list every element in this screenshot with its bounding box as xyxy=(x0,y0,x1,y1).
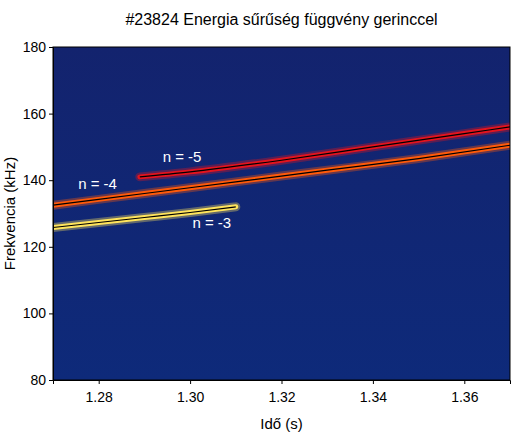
x-tick-label: 1.36 xyxy=(451,389,478,405)
annotation: n = -4 xyxy=(78,175,117,192)
ridge-glow xyxy=(53,145,510,205)
y-tick-label: 120 xyxy=(23,239,47,255)
x-tick-label: 1.30 xyxy=(177,389,204,405)
y-tick-mark xyxy=(49,313,53,314)
title: #23824 Energia sűrűség függvény gerincce… xyxy=(125,11,437,28)
y-tick: 140 xyxy=(23,172,53,188)
y-tick: 80 xyxy=(30,372,53,388)
ridge-band xyxy=(140,127,510,177)
y-axis-line xyxy=(49,48,54,381)
x-axis-line xyxy=(54,381,511,385)
ridge-glow xyxy=(140,127,510,177)
y-tick: 120 xyxy=(23,239,53,255)
x-tick-label: 1.32 xyxy=(268,389,295,405)
x-axis-title: Idő (s) xyxy=(260,415,303,432)
y-tick-mark xyxy=(49,180,53,181)
annotation: n = -3 xyxy=(192,214,231,231)
y-tick: 180 xyxy=(23,39,53,55)
x-tick-mark xyxy=(190,380,191,384)
ridge-line xyxy=(53,145,510,205)
x-tick-mark xyxy=(464,380,465,384)
y-tick-label: 160 xyxy=(23,106,47,122)
x-tick-mark xyxy=(282,380,283,384)
x-tick: 1.30 xyxy=(177,380,204,405)
annotation: n = -5 xyxy=(163,148,202,165)
y-tick-mark xyxy=(49,380,53,381)
x-tick: 1.32 xyxy=(268,380,295,405)
y-tick-label: 80 xyxy=(30,372,46,388)
x-tick-label: 1.28 xyxy=(86,389,113,405)
ridges xyxy=(53,127,510,228)
y-tick-mark xyxy=(49,247,53,248)
y-tick-mark xyxy=(49,114,53,115)
x-tick-label: 1.34 xyxy=(360,389,387,405)
y-tick: 100 xyxy=(23,305,53,321)
ridge-line xyxy=(140,127,510,177)
x-tick-mark xyxy=(99,380,100,384)
plot-background xyxy=(53,47,510,380)
chart: 1.28 1.30 1.32 1.34 1.36 80 100 120 140 160 180 n =… xyxy=(0,0,523,439)
ridge-band xyxy=(53,145,510,205)
x-tick-mark xyxy=(373,380,374,384)
x-axis: 1.28 1.30 1.32 1.34 1.36 xyxy=(54,380,511,405)
x-tick: 1.34 xyxy=(360,380,387,405)
plot-frame xyxy=(53,47,510,380)
y-tick: 160 xyxy=(23,106,53,122)
y-tick-mark xyxy=(49,47,53,48)
y-axis: 80 100 120 140 160 180 xyxy=(23,39,54,388)
y-axis-title: Frekvencia (kHz) xyxy=(1,157,18,270)
y-tick-label: 180 xyxy=(23,39,47,55)
y-tick-label: 100 xyxy=(23,305,47,321)
x-tick: 1.36 xyxy=(451,380,478,405)
plot-area: 1.28 1.30 1.32 1.34 1.36 80 100 120 140 160 180 n =… xyxy=(23,39,511,405)
x-tick: 1.28 xyxy=(86,380,113,405)
y-tick-label: 140 xyxy=(23,172,47,188)
